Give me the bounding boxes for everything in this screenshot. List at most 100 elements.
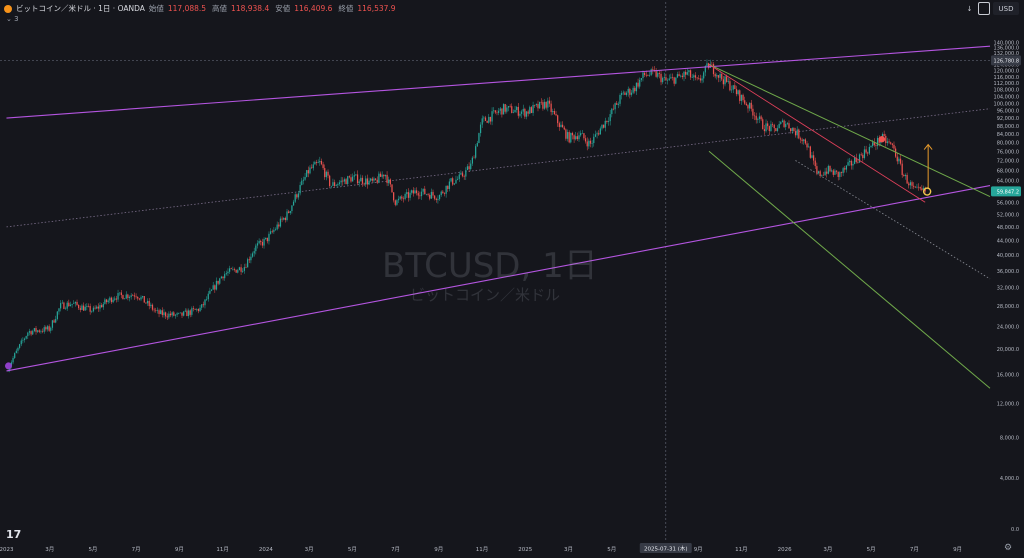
candle-body [893, 144, 895, 149]
y-tick-label: 8,000.0 [1000, 435, 1019, 441]
currency-button[interactable]: USD [993, 2, 1019, 15]
candle-body [14, 353, 16, 358]
last-price-label: 59,847.2 [997, 190, 1019, 196]
candle-body [806, 143, 808, 148]
candle-body [232, 268, 234, 270]
candle-body [855, 157, 857, 162]
candle-body [640, 78, 642, 80]
candle-body [355, 174, 357, 176]
candle-body [537, 104, 539, 109]
candle-body [18, 344, 21, 348]
candle-body [258, 240, 260, 244]
candle-body [803, 139, 805, 142]
square-icon[interactable] [978, 2, 990, 15]
gear-icon[interactable]: ⚙ [1004, 543, 1013, 553]
candle-body [196, 309, 198, 310]
candle-body [109, 297, 111, 301]
candle-body [345, 179, 347, 185]
candle-body [66, 302, 68, 309]
candle-body [273, 229, 275, 232]
y-tick-label: 136,000.0 [994, 46, 1019, 52]
candle-body [670, 77, 672, 79]
candle-body [844, 168, 846, 170]
candle-body [898, 158, 900, 162]
candle-body [215, 280, 218, 290]
candle-body [279, 218, 282, 227]
candle-body [120, 292, 122, 296]
candle-body [297, 193, 300, 198]
candle-body [291, 205, 293, 212]
green-channel-upper [708, 64, 991, 198]
candle-body [476, 143, 478, 147]
candle-body [406, 192, 408, 195]
candle-body [393, 192, 395, 201]
tradingview-logo[interactable]: 17 [6, 528, 22, 541]
low-value: 116,409.6 [294, 4, 333, 13]
candle-body [904, 174, 907, 177]
candle-body [155, 310, 157, 311]
channel-upper-line [6, 45, 991, 119]
candle-body [128, 296, 131, 298]
candle-body [117, 293, 119, 300]
candle-body [319, 161, 321, 163]
candle-body [657, 73, 659, 77]
candle-body [384, 174, 387, 177]
candle-body [123, 298, 126, 300]
y-tick-label: 4,000.0 [1000, 476, 1019, 482]
candle-body [50, 327, 52, 331]
candle-body [650, 69, 652, 75]
candle-body [511, 106, 513, 113]
candle-body [447, 185, 449, 189]
candle-body [648, 74, 651, 76]
candle-body [529, 107, 531, 114]
candle-body [145, 302, 147, 304]
candle-body [732, 85, 734, 90]
channel-lower-line [6, 185, 991, 372]
candle-body [804, 139, 807, 144]
candle-body [614, 103, 616, 110]
candle-body [858, 154, 861, 163]
candle-body [338, 182, 341, 185]
candle-body [717, 75, 720, 78]
candle-body [853, 157, 856, 164]
y-tick-label: 24,000.0 [997, 324, 1019, 330]
candle-body [288, 211, 290, 213]
candle-body [429, 194, 431, 199]
candle-body [639, 79, 641, 87]
candle-body [207, 293, 209, 300]
candle-body [663, 77, 665, 78]
candle-body [673, 77, 675, 84]
candle-body [86, 305, 88, 307]
candle-body [557, 115, 559, 124]
indicator-toggle[interactable]: ⌄ 3 [6, 15, 19, 23]
candle-body [831, 170, 833, 172]
crosshair-date-badge [639, 543, 692, 553]
candle-body [834, 170, 836, 175]
candle-body [630, 92, 633, 95]
candle-body [158, 310, 160, 314]
candle-body [125, 294, 127, 299]
candle-body [676, 74, 679, 78]
candle-body [790, 128, 792, 132]
candle-body [224, 274, 226, 279]
candle-body [652, 69, 654, 71]
candle-body [178, 313, 180, 314]
candle-body [919, 187, 921, 189]
candle-body [748, 102, 751, 109]
symbol-title[interactable]: ビットコイン／米ドル · 1日 · OANDA [16, 4, 145, 13]
candle-body [286, 211, 288, 221]
candle-body [703, 72, 705, 79]
candle-body [219, 278, 221, 284]
candle-body [230, 268, 232, 269]
candle-body [404, 194, 406, 199]
candle-body [58, 308, 60, 312]
candle-body [343, 179, 346, 182]
candle-body [550, 103, 552, 113]
y-tick-label: 36,000.0 [997, 269, 1019, 275]
candle-body [306, 170, 308, 177]
y-tick-label: 20,000.0 [997, 347, 1019, 353]
candle-body [225, 273, 227, 275]
candle-body [64, 308, 67, 310]
arrow-down-icon[interactable]: ↓ [966, 4, 973, 13]
